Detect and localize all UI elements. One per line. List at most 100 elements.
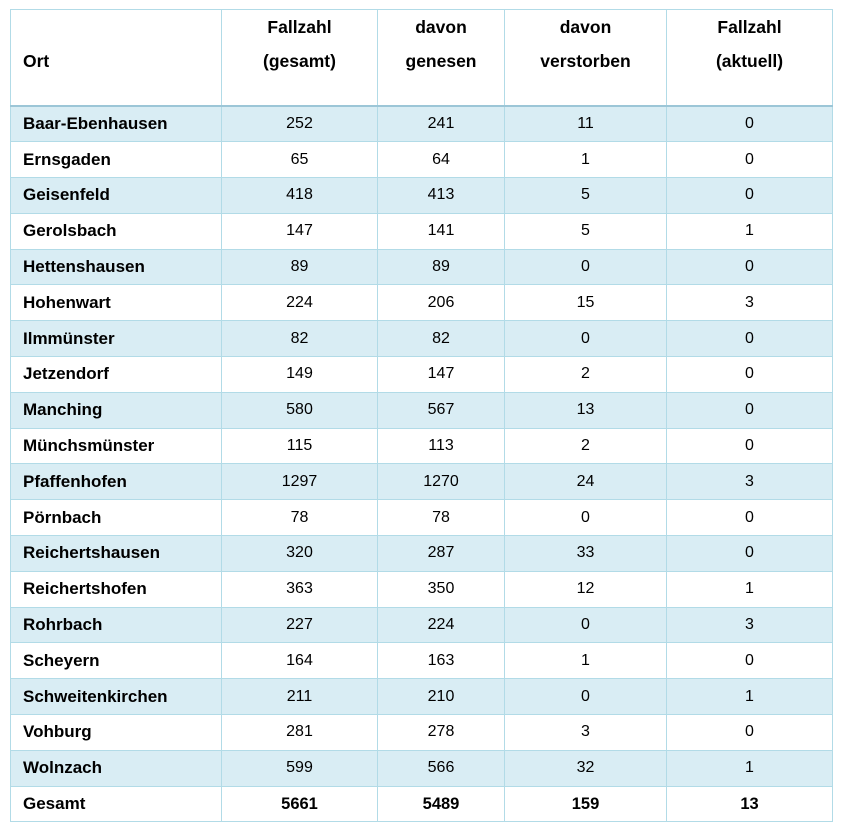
cell-ort: Baar-Ebenhausen [10, 105, 222, 143]
header-line: (aktuell) [715, 51, 784, 71]
cell-davon-genesen: 147 [377, 356, 505, 393]
cell-ort: Hettenshausen [10, 248, 222, 286]
cell-fallzahl-gesamt: 580 [221, 391, 378, 429]
cell-fallzahl-gesamt: 78 [221, 499, 378, 537]
table-row: Geisenfeld 418 413 5 0 [10, 177, 833, 214]
cell-davon-genesen: 224 [377, 606, 505, 644]
cell-davon-verstorben: 1 [504, 642, 667, 680]
table-row: Scheyern 164 163 1 0 [10, 642, 833, 680]
cell-davon-genesen: 89 [377, 248, 505, 286]
cell-fallzahl-aktuell: 0 [666, 141, 833, 179]
cell-fallzahl-gesamt: 1297 [221, 463, 378, 501]
cell-ort: Ilmmünster [10, 320, 222, 358]
cell-davon-genesen: 287 [377, 535, 505, 572]
cell-fallzahl-aktuell: 3 [666, 606, 833, 644]
cell-fallzahl-gesamt-total: 5661 [221, 785, 378, 823]
cell-ort: Vohburg [10, 714, 222, 751]
table-header: Ort Fallzahl (gesamt) davon genesen davo… [10, 9, 833, 107]
column-header-fallzahl-aktuell: Fallzahl (aktuell) [666, 9, 833, 107]
table-row: Schweitenkirchen 211 210 0 1 [10, 678, 833, 716]
cell-fallzahl-gesamt: 599 [221, 749, 378, 787]
cell-davon-verstorben: 5 [504, 212, 667, 250]
table-row: Baar-Ebenhausen 252 241 11 0 [10, 105, 833, 143]
cell-fallzahl-aktuell: 1 [666, 570, 833, 608]
cell-davon-genesen: 567 [377, 391, 505, 429]
cell-fallzahl-gesamt: 281 [221, 714, 378, 751]
cell-davon-verstorben: 0 [504, 248, 667, 286]
cell-fallzahl-gesamt: 149 [221, 356, 378, 393]
cell-fallzahl-aktuell: 0 [666, 427, 833, 465]
cell-davon-genesen: 78 [377, 499, 505, 537]
cell-fallzahl-aktuell: 3 [666, 463, 833, 501]
cell-davon-genesen: 163 [377, 642, 505, 680]
header-line: davon [415, 17, 467, 37]
cell-ort: Gerolsbach [10, 212, 222, 250]
cell-ort: Manching [10, 391, 222, 429]
cell-davon-verstorben: 33 [504, 535, 667, 572]
cell-davon-genesen: 241 [377, 105, 505, 143]
table-row: Ilmmünster 82 82 0 0 [10, 320, 833, 358]
cell-fallzahl-aktuell: 1 [666, 212, 833, 250]
cell-ort: Jetzendorf [10, 356, 222, 393]
cell-ort: Geisenfeld [10, 177, 222, 214]
header-line: (gesamt) [263, 51, 336, 71]
cell-fallzahl-aktuell: 0 [666, 105, 833, 143]
cell-davon-verstorben: 15 [504, 284, 667, 322]
cell-ort: Münchsmünster [10, 427, 222, 465]
cell-davon-verstorben: 11 [504, 105, 667, 143]
header-line: Fallzahl [267, 17, 332, 37]
cell-fallzahl-aktuell: 0 [666, 535, 833, 572]
cell-fallzahl-aktuell: 3 [666, 284, 833, 322]
cell-davon-genesen: 113 [377, 427, 505, 465]
cell-fallzahl-gesamt: 224 [221, 284, 378, 322]
cell-fallzahl-aktuell: 0 [666, 320, 833, 358]
cell-ort: Pörnbach [10, 499, 222, 537]
cell-fallzahl-aktuell: 0 [666, 499, 833, 537]
cell-fallzahl-aktuell: 0 [666, 391, 833, 429]
cell-davon-verstorben: 0 [504, 678, 667, 716]
cell-ort: Ernsgaden [10, 141, 222, 179]
cell-davon-verstorben: 3 [504, 714, 667, 751]
table-row: Ernsgaden 65 64 1 0 [10, 141, 833, 179]
column-header-davon-verstorben: davon verstorben [504, 9, 667, 107]
table-row: Vohburg 281 278 3 0 [10, 714, 833, 751]
table-row: Pörnbach 78 78 0 0 [10, 499, 833, 537]
cell-davon-genesen-total: 5489 [377, 785, 505, 823]
table-row: Gerolsbach 147 141 5 1 [10, 212, 833, 250]
cell-davon-genesen: 141 [377, 212, 505, 250]
header-row: Ort Fallzahl (gesamt) davon genesen davo… [10, 9, 833, 107]
table-row: Münchsmünster 115 113 2 0 [10, 427, 833, 465]
table-row: Jetzendorf 149 147 2 0 [10, 356, 833, 393]
column-header-davon-genesen: davon genesen [377, 9, 505, 107]
table-total-row: Gesamt 5661 5489 159 13 [10, 785, 833, 823]
cell-fallzahl-aktuell: 1 [666, 678, 833, 716]
cell-davon-genesen: 278 [377, 714, 505, 751]
covid-case-table: Ort Fallzahl (gesamt) davon genesen davo… [10, 9, 833, 823]
cell-davon-verstorben-total: 159 [504, 785, 667, 823]
cell-ort: Reichertshofen [10, 570, 222, 608]
table-row: Hettenshausen 89 89 0 0 [10, 248, 833, 286]
cell-davon-genesen: 64 [377, 141, 505, 179]
cell-fallzahl-gesamt: 89 [221, 248, 378, 286]
table-row: Rohrbach 227 224 0 3 [10, 606, 833, 644]
cell-fallzahl-aktuell-total: 13 [666, 785, 833, 823]
cell-davon-verstorben: 12 [504, 570, 667, 608]
cell-davon-genesen: 566 [377, 749, 505, 787]
cell-fallzahl-aktuell: 1 [666, 749, 833, 787]
cell-ort: Pfaffenhofen [10, 463, 222, 501]
cell-davon-genesen: 350 [377, 570, 505, 608]
cell-fallzahl-gesamt: 65 [221, 141, 378, 179]
header-line: verstorben [540, 51, 631, 71]
table-row: Manching 580 567 13 0 [10, 391, 833, 429]
cell-fallzahl-aktuell: 0 [666, 714, 833, 751]
table-row: Reichertshausen 320 287 33 0 [10, 535, 833, 572]
column-header-fallzahl-gesamt: Fallzahl (gesamt) [221, 9, 378, 107]
cell-fallzahl-gesamt: 115 [221, 427, 378, 465]
cell-davon-verstorben: 2 [504, 427, 667, 465]
header-line: davon [559, 17, 612, 37]
cell-davon-verstorben: 0 [504, 499, 667, 537]
column-header-ort-label: Ort [23, 51, 50, 71]
cell-fallzahl-gesamt: 164 [221, 642, 378, 680]
cell-fallzahl-aktuell: 0 [666, 177, 833, 214]
cell-davon-genesen: 82 [377, 320, 505, 358]
